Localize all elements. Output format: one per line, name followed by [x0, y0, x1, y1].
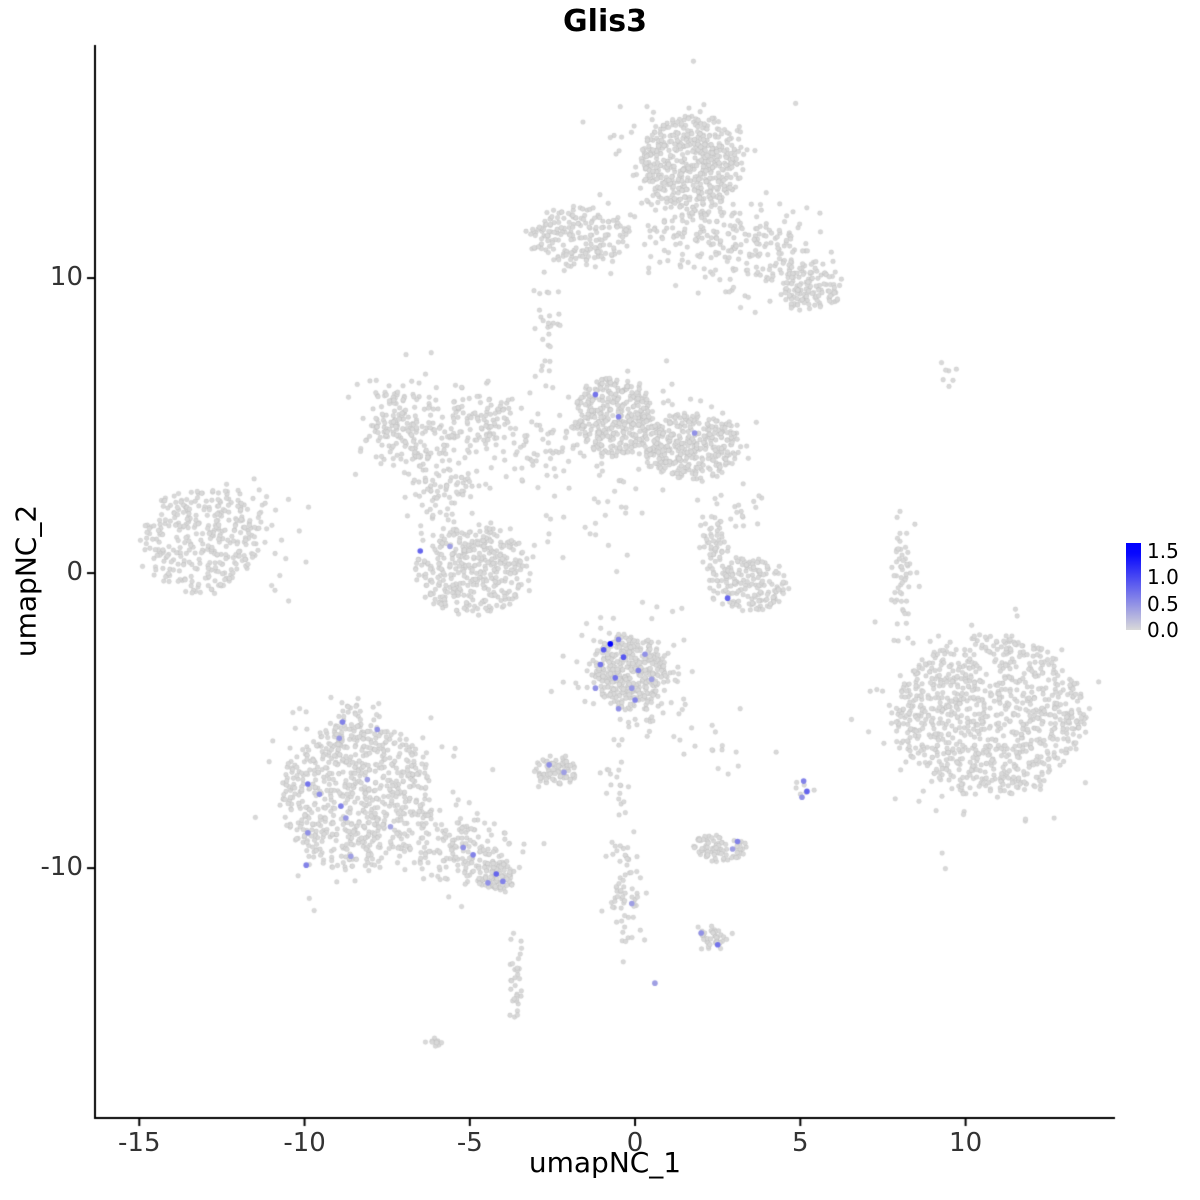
x-axis-label: umapNC_1	[528, 1146, 682, 1179]
y-tick-label: -10	[40, 852, 83, 883]
x-tick-label: -5	[456, 1128, 483, 1158]
x-tick-label: 0	[626, 1128, 644, 1158]
colorbar-gradient	[1126, 543, 1141, 630]
plot-title: Glis3	[563, 4, 647, 39]
x-tick-label: 10	[949, 1128, 983, 1158]
x-tick-label: -10	[283, 1128, 326, 1158]
x-tick-label: -15	[118, 1128, 161, 1158]
colorbar-tick-label: 0.5	[1147, 591, 1179, 616]
colorbar-tick-label: 1.5	[1147, 538, 1179, 563]
x-tick-label: 5	[792, 1128, 809, 1158]
colorbar-tick-label: 1.0	[1147, 565, 1179, 590]
y-tick-label: 10	[49, 262, 83, 293]
y-tick-label: 0	[66, 557, 83, 588]
colorbar-tick-label: 0.0	[1147, 618, 1179, 642]
